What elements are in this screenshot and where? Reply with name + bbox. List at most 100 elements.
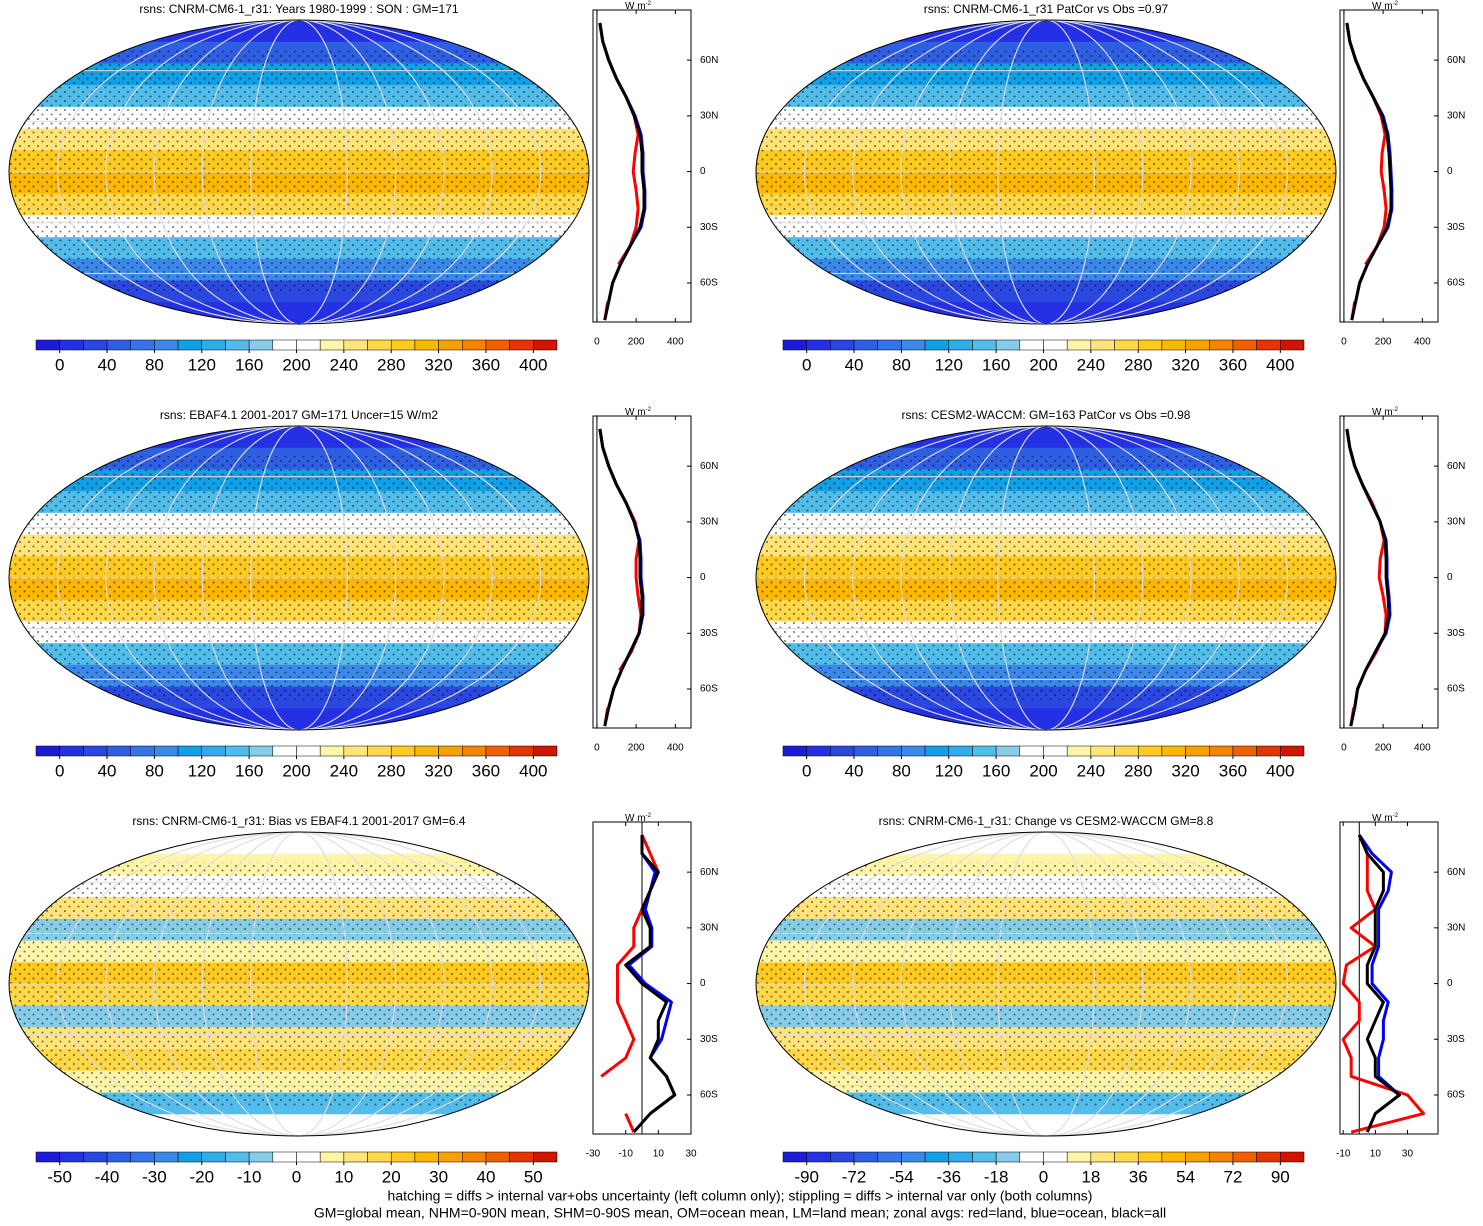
y-tick-label: 0: [700, 572, 706, 583]
colorbar-label: 80: [892, 761, 911, 780]
y-tick-label: 60N: [700, 55, 718, 66]
graticule: [105, 20, 493, 324]
graticule: [852, 426, 1240, 730]
units: W m-2: [625, 813, 652, 824]
map-band: [756, 1114, 1336, 1136]
colorbar-box: [83, 339, 108, 351]
units-sup: -2: [1393, 407, 1399, 413]
colorbar-box: [248, 339, 274, 351]
colorbar-box: [1114, 1151, 1139, 1163]
colorbar-box: [201, 339, 226, 351]
map-band: [9, 20, 589, 43]
map-field: [9, 20, 589, 324]
map-border: [8, 19, 590, 325]
colorbar-box: [1137, 1151, 1163, 1163]
colorbar-box: [154, 745, 179, 757]
colorbar-box: [35, 339, 60, 351]
map-field: [9, 832, 589, 1136]
colorbar-label: 80: [145, 355, 164, 374]
colorbar-label: 200: [1029, 761, 1057, 780]
x-tick-label: 0: [1341, 337, 1347, 348]
units: W m-2: [625, 407, 652, 418]
colorbar-box: [296, 745, 321, 757]
zonal-line: [1345, 22, 1393, 321]
colorbar-box: [533, 1151, 558, 1163]
colorbar-box: [390, 339, 416, 351]
colorbar-box: [485, 745, 510, 757]
y-tick-label: 0: [1447, 166, 1453, 177]
colorbar-box: [853, 1151, 878, 1163]
colorbar-box: [1114, 745, 1139, 757]
y-tick-label: 60N: [700, 461, 718, 472]
colorbar-label: -18: [984, 1167, 1009, 1186]
colorbar-label: 320: [424, 355, 452, 374]
colorbar-box: [1043, 339, 1068, 351]
units: W m-2: [625, 1, 652, 12]
colorbar-box: [1185, 745, 1210, 757]
graticule: [56, 20, 542, 324]
zonal-line: [1345, 428, 1388, 727]
colorbar-box: [782, 1151, 807, 1163]
y-tick-label: 60S: [700, 684, 718, 695]
colorbar-label: -40: [95, 1167, 120, 1186]
colorbar-label: 200: [1029, 355, 1057, 374]
colorbar-box: [177, 745, 203, 757]
graticule: [56, 832, 542, 1136]
colorbar-label: 320: [1171, 355, 1199, 374]
graticule: [997, 832, 1095, 1136]
colorbar-label: 0: [1039, 1167, 1048, 1186]
colorbar-label: 30: [429, 1167, 448, 1186]
y-tick-label: 0: [1447, 572, 1453, 583]
zonal-frame: [1339, 9, 1439, 323]
colorbar-label: 40: [98, 355, 117, 374]
y-tick-label: 30S: [700, 628, 718, 639]
x-tick-label: -10: [618, 1149, 633, 1160]
colorbar-box: [1256, 1151, 1281, 1163]
map-field: [756, 832, 1336, 1136]
x-tick-label: 400: [667, 743, 684, 754]
zonal-frame: [1339, 821, 1439, 1135]
colorbar-label: 400: [1266, 761, 1294, 780]
colorbar-label: 240: [330, 761, 358, 780]
colorbar-box: [948, 745, 973, 757]
units-sup: -2: [646, 813, 652, 819]
panel-title: rsns: CNRM-CM6-1_r31: Bias vs EBAF4.1 20…: [132, 814, 465, 828]
y-tick-label: 60N: [1447, 55, 1465, 66]
colorbar-label: 400: [1266, 355, 1294, 374]
colorbar-label: 240: [330, 355, 358, 374]
colorbar-box: [343, 339, 368, 351]
map-border: [8, 425, 590, 731]
colorbar-box: [1280, 745, 1305, 757]
colorbar-box: [1137, 339, 1163, 351]
colorbar-box: [59, 745, 84, 757]
colorbar-box: [1090, 1151, 1115, 1163]
colorbar-box: [367, 745, 392, 757]
colorbar-label: -10: [237, 1167, 262, 1186]
map-border: [755, 831, 1337, 1137]
graticule: [250, 426, 348, 730]
units-text: W m: [1372, 813, 1393, 824]
graticule: [852, 20, 1240, 324]
graticule: [997, 20, 1095, 324]
graticule: [900, 832, 1192, 1136]
colorbar-label: -54: [889, 1167, 914, 1186]
colorbar-box: [1209, 745, 1234, 757]
note: GM=global mean, NHM=0-90N mean, SHM=0-90…: [314, 1205, 1166, 1221]
colorbar-box: [130, 745, 155, 757]
colorbar-box: [485, 339, 510, 351]
map-field: [756, 20, 1336, 324]
map-band: [9, 708, 589, 730]
colorbar-box: [201, 745, 226, 757]
colorbar-box: [1019, 745, 1044, 757]
x-tick-label: 400: [1414, 743, 1431, 754]
graticule: [900, 20, 1192, 324]
colorbar-label: 280: [1124, 761, 1152, 780]
colorbar-box: [106, 339, 131, 351]
colorbar-label: 36: [1129, 1167, 1148, 1186]
colorbar-box: [533, 745, 558, 757]
colorbar-label: 200: [282, 761, 310, 780]
y-tick-label: 30N: [1447, 922, 1465, 933]
panel-title: rsns: CNRM-CM6-1_r31: Years 1980-1999 : …: [139, 2, 458, 16]
graticule: [201, 20, 397, 324]
colorbar-box: [296, 339, 321, 351]
